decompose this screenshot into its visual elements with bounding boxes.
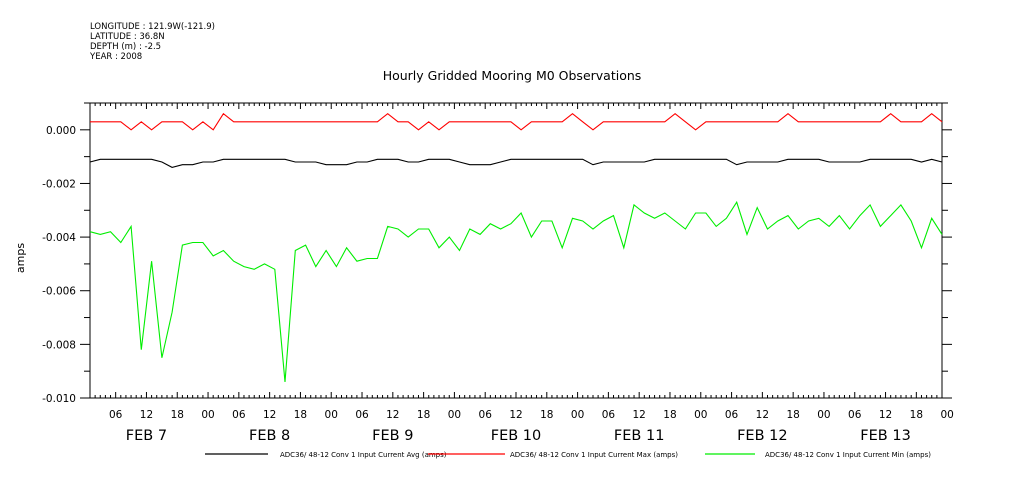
x-tick-label: 06 [232,409,246,421]
day-label: FEB 13 [860,428,911,444]
x-tick-label: 00 [201,409,214,421]
day-labels: FEB 7 FEB 8 FEB 9 FEB 10 FEB 11 FEB 12 FEB 13 [126,428,911,444]
x-tick-label: 18 [417,409,430,421]
x-tick-label: 12 [140,409,153,421]
x-tick-label: 00 [325,409,338,421]
x-tick-label: 12 [509,409,522,421]
y-tick-label: -0.010 [42,393,76,405]
x-tick-label: 18 [294,409,307,421]
x-tick-label: 06 [109,409,123,421]
x-tick-label: 12 [263,409,276,421]
x-tick-labels: 06 12 18 00 06 12 18 00 06 12 18 00 06 12 18 00 06 12 18 00… [109,409,954,421]
legend-label: ADC36/ 48-12 Conv 1 Input Current Avg (a… [280,451,447,459]
x-tick-label: 00 [571,409,584,421]
y-tick-label: -0.008 [42,339,76,351]
x-tick-label: 06 [355,409,369,421]
day-label: FEB 9 [372,428,413,444]
y-axis-label: amps [14,243,27,273]
x-tick-label: 12 [632,409,645,421]
chart-title: Hourly Gridded Mooring M0 Observations [383,68,642,83]
x-tick-label: 12 [879,409,892,421]
y-tick-label: -0.002 [42,178,76,190]
x-tick-label: 00 [448,409,461,421]
series-line [89,158,943,168]
series-line [89,200,943,382]
legend-label: ADC36/ 48-12 Conv 1 Input Current Min (a… [765,451,931,459]
series-line [90,112,943,131]
x-tick-label: 06 [479,409,493,421]
y-tick-label: 0.000 [46,125,76,137]
metadata-block: LONGITUDE : 121.9W(-121.9) LATITUDE : 36… [90,22,215,62]
series-lines [89,112,943,382]
day-label: FEB 12 [737,428,788,444]
latitude-label: LATITUDE : 36.8N [90,32,165,42]
x-tick-label: 00 [817,409,830,421]
x-tick-label: 06 [725,409,739,421]
y-tick-labels: 0.000 -0.002 -0.004 -0.006 -0.008 -0.010 [42,125,76,405]
depth-label: DEPTH (m) : -2.5 [90,42,162,52]
x-tick-label: 06 [848,409,862,421]
x-tick-label: 18 [786,409,799,421]
plot-frame [89,102,943,399]
day-label: FEB 7 [126,428,167,444]
legend-label: ADC36/ 48-12 Conv 1 Input Current Max (a… [510,451,678,459]
x-tick-label: 18 [663,409,676,421]
day-label: FEB 8 [249,428,290,444]
x-tick-label: 00 [694,409,707,421]
axis-ticks [80,102,952,399]
day-label: FEB 10 [491,428,542,444]
legend: ADC36/ 48-12 Conv 1 Input Current Avg (a… [205,451,931,459]
x-tick-label: 12 [386,409,399,421]
x-tick-label: 06 [602,409,616,421]
x-tick-label: 12 [756,409,769,421]
x-tick-label: 18 [171,409,184,421]
longitude-label: LONGITUDE : 121.9W(-121.9) [90,22,215,32]
year-label: YEAR : 2008 [90,52,143,62]
x-tick-label: 00 [940,409,953,421]
y-tick-label: -0.006 [42,286,76,298]
x-tick-label: 18 [910,409,923,421]
y-tick-label: -0.004 [42,232,76,244]
x-tick-label: 18 [540,409,553,421]
day-label: FEB 11 [614,428,665,444]
